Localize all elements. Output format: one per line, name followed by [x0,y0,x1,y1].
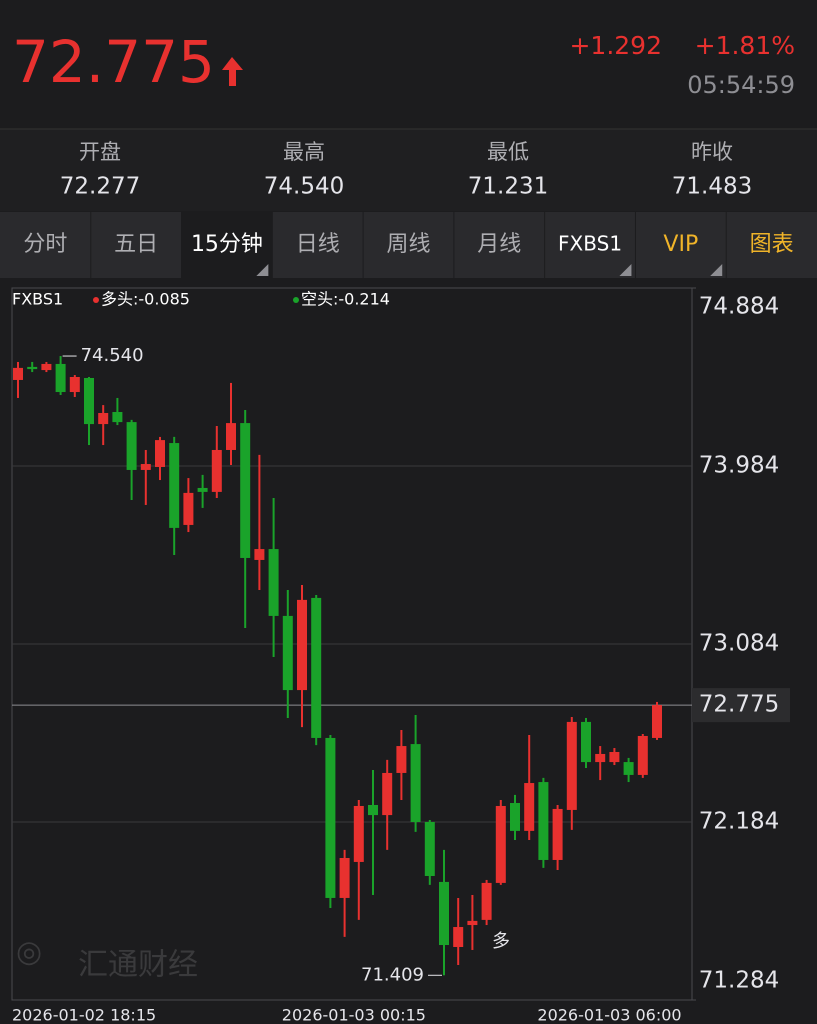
candle-body [297,599,307,691]
y-tick-label: 73.084 [699,631,779,657]
stat-label: 昨收 [691,140,733,164]
candle-body [552,808,563,860]
candle-body [510,803,520,831]
header-bg [0,0,817,128]
tab[interactable]: VIP [663,232,698,257]
tab[interactable]: 图表 [750,232,794,257]
x-tick-label: 2026-01-03 06:00 [537,1006,681,1024]
candle-body [595,753,606,763]
candle-body [282,615,293,691]
candle-body [112,412,123,423]
candle-body [637,735,648,775]
tab[interactable]: FXBS1 [558,232,622,256]
tab-bar [0,212,817,278]
candle-body [566,721,577,810]
y-tick-label: 74.884 [699,294,779,320]
legend-label: 空头:-0.214 [301,290,390,309]
candle-body [368,804,378,816]
candle-body [453,927,464,947]
candle-body [538,782,549,860]
candle-body [41,363,52,371]
stats-bg [0,129,817,211]
candle-body [55,363,66,393]
stat-label: 最低 [487,140,529,164]
watermark: 汇通财经 [78,948,198,983]
tab[interactable]: 月线 [477,232,521,257]
candle-body [126,422,137,470]
candle-body [581,721,591,763]
x-tick-label: 2026-01-02 18:15 [12,1006,156,1024]
legend-label: 多头:-0.085 [101,290,190,309]
stat-value: 71.231 [468,174,548,200]
signal-label: 多 [492,931,510,952]
y-tick-label: 73.984 [699,453,779,479]
candle-body [424,822,435,876]
candle-body [609,751,620,763]
tab[interactable]: 分时 [23,232,67,257]
candle-body [169,443,180,528]
watermark-logo: ◎ [16,935,42,970]
candle-body [155,440,165,467]
candle-body [623,762,634,775]
stat-label: 最高 [283,140,325,164]
tab[interactable]: 15分钟 [191,232,263,257]
stat-value: 74.540 [264,174,344,200]
candle-body [481,882,492,920]
x-tick-label: 2026-01-03 00:15 [282,1006,426,1024]
candle-body [325,737,336,898]
candle-body [98,412,109,425]
last-price-label: 72.775 [699,692,779,718]
candle-body [353,805,364,862]
candle-body [13,367,23,380]
stat-label: 开盘 [79,140,121,164]
candle-body [268,549,279,616]
chart-bg [0,278,817,1024]
legend-dot [293,297,299,303]
time: 05:54:59 [687,71,795,99]
candle-body [439,881,449,946]
candle-body [226,423,236,450]
change: +1.292 [569,31,662,60]
candle-body [84,377,94,425]
candle-body [254,549,265,560]
tab[interactable]: 周线 [386,232,430,257]
low-label: 71.409 [361,964,424,985]
indicator: FXBS1 [12,290,63,309]
tab-corner [710,264,723,276]
candle-body [211,449,222,492]
candle-body [311,597,322,738]
candle-body [339,857,350,898]
candle-body [495,805,506,883]
y-tick-label: 71.284 [699,968,779,994]
candle-body [467,920,478,926]
candle-body [410,744,421,822]
candle-body [183,492,194,525]
candle-body [396,746,407,773]
y-tick-label: 72.184 [699,809,779,835]
candle-body [240,423,251,558]
candle-body [140,464,151,470]
candle-body [382,772,393,816]
tab[interactable]: 日线 [296,232,340,257]
tab[interactable]: 五日 [114,232,158,257]
tab-corner [256,264,269,276]
candle-body [524,783,535,831]
last-price-box [692,688,790,723]
stat-value: 71.483 [672,174,752,200]
stat-value: 72.277 [60,174,140,200]
change-pct: +1.81% [695,31,795,60]
legend-dot [93,297,99,303]
high-label: 74.540 [81,345,144,366]
candle-body [652,705,662,738]
tab-active-bg [181,212,273,278]
candle-body [69,377,80,393]
up-arrow [222,57,243,86]
candle-body [27,366,38,370]
candle-body [197,487,208,492]
tab-corner [619,264,632,276]
price: 72.775 [12,28,215,96]
